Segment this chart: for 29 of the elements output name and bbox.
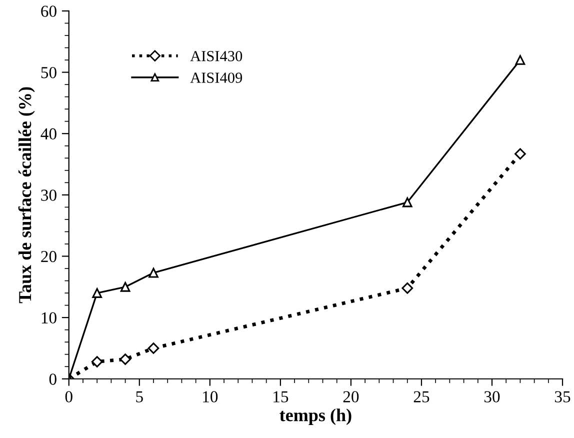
point	[402, 197, 412, 208]
x-tick-label: 15	[274, 391, 288, 402]
x-tick-label: 10	[203, 391, 218, 402]
legend-label: AISI430	[190, 50, 242, 62]
x-tick-label: 30	[484, 391, 500, 402]
x-tick-label: 20	[343, 391, 359, 402]
x-tick-label: 5	[136, 391, 143, 402]
point	[514, 148, 526, 160]
legend-label: AISI409	[190, 72, 242, 83]
point	[120, 354, 131, 365]
y-tick-label: 20	[41, 250, 56, 262]
y-axis-title: Taux de surface écaillée (%)	[18, 87, 35, 304]
y-tick-label: 0	[49, 374, 56, 385]
point	[515, 55, 526, 65]
x-tick-label: 25	[414, 391, 430, 402]
point	[148, 342, 160, 354]
x-axis-title: temps (h)	[280, 408, 352, 425]
y-tick-label: 30	[41, 190, 56, 201]
x-tick-label: 35	[554, 391, 570, 402]
x-tick-label: 0	[65, 391, 72, 402]
y-tick-label: 50	[41, 66, 56, 78]
point	[91, 356, 103, 368]
y-tick-label: 40	[40, 128, 56, 140]
y-tick-label: 10	[42, 312, 56, 324]
point	[92, 288, 102, 298]
point	[120, 282, 130, 292]
point	[402, 282, 414, 294]
y-tick-label: 60	[41, 6, 56, 17]
point	[148, 268, 158, 278]
